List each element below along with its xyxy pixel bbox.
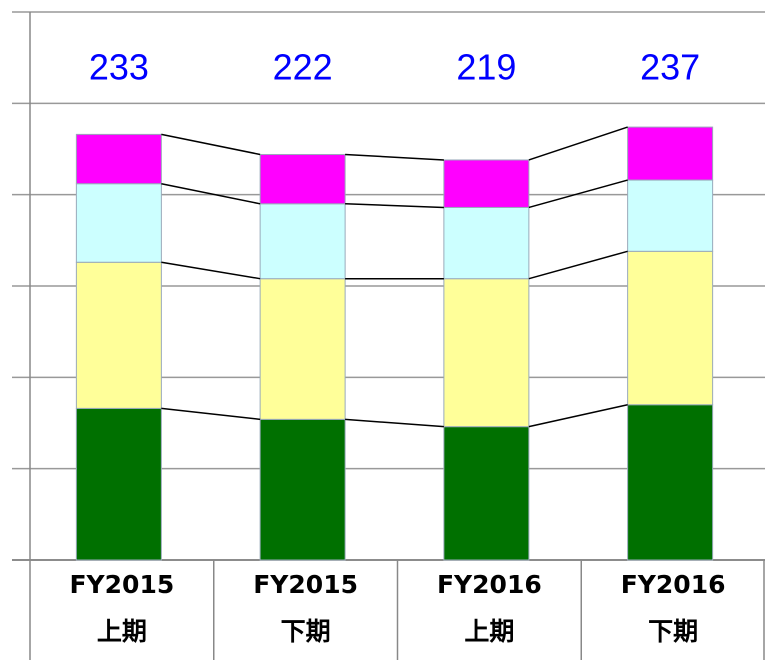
bar-segment (627, 179, 714, 252)
bar-segment (75, 183, 162, 263)
x-tick-label: FY2015 (253, 570, 358, 599)
bar-segment (627, 404, 714, 561)
bar-segment (259, 203, 346, 280)
bar-segment (443, 159, 530, 208)
total-label: 222 (273, 47, 333, 88)
bar-segment (443, 278, 530, 428)
connector-line (528, 404, 628, 428)
total-label: 237 (640, 47, 700, 88)
x-tick-label: FY2016 (621, 570, 726, 599)
x-tick-label: 上期 (97, 617, 147, 646)
bar-segment (75, 133, 162, 185)
connector-line (528, 250, 628, 280)
total-label: 233 (89, 47, 149, 88)
x-tick-label: 下期 (648, 617, 698, 646)
bar-segment (75, 261, 162, 409)
connector-line (161, 261, 261, 280)
bar-segment (259, 418, 346, 561)
connector-line (161, 182, 261, 205)
bar-segment (75, 407, 162, 561)
total-label: 219 (456, 47, 516, 88)
bar-segment (627, 126, 714, 181)
bar-segment (259, 278, 346, 420)
x-tick-label: 上期 (464, 617, 514, 646)
bar-segment (627, 250, 714, 406)
connector-line (345, 418, 444, 428)
connector-line (161, 133, 261, 156)
bar-segment (443, 426, 530, 561)
connector-line (345, 153, 444, 161)
connector-line (528, 126, 628, 161)
bar-segment (259, 153, 346, 205)
x-tick-label: FY2015 (69, 570, 174, 599)
x-tick-label: 下期 (281, 617, 331, 646)
connector-line (345, 203, 444, 209)
bar-segment (443, 206, 530, 280)
connector-line (528, 179, 628, 209)
x-tick-label: FY2016 (437, 570, 542, 599)
connector-line (161, 407, 261, 421)
